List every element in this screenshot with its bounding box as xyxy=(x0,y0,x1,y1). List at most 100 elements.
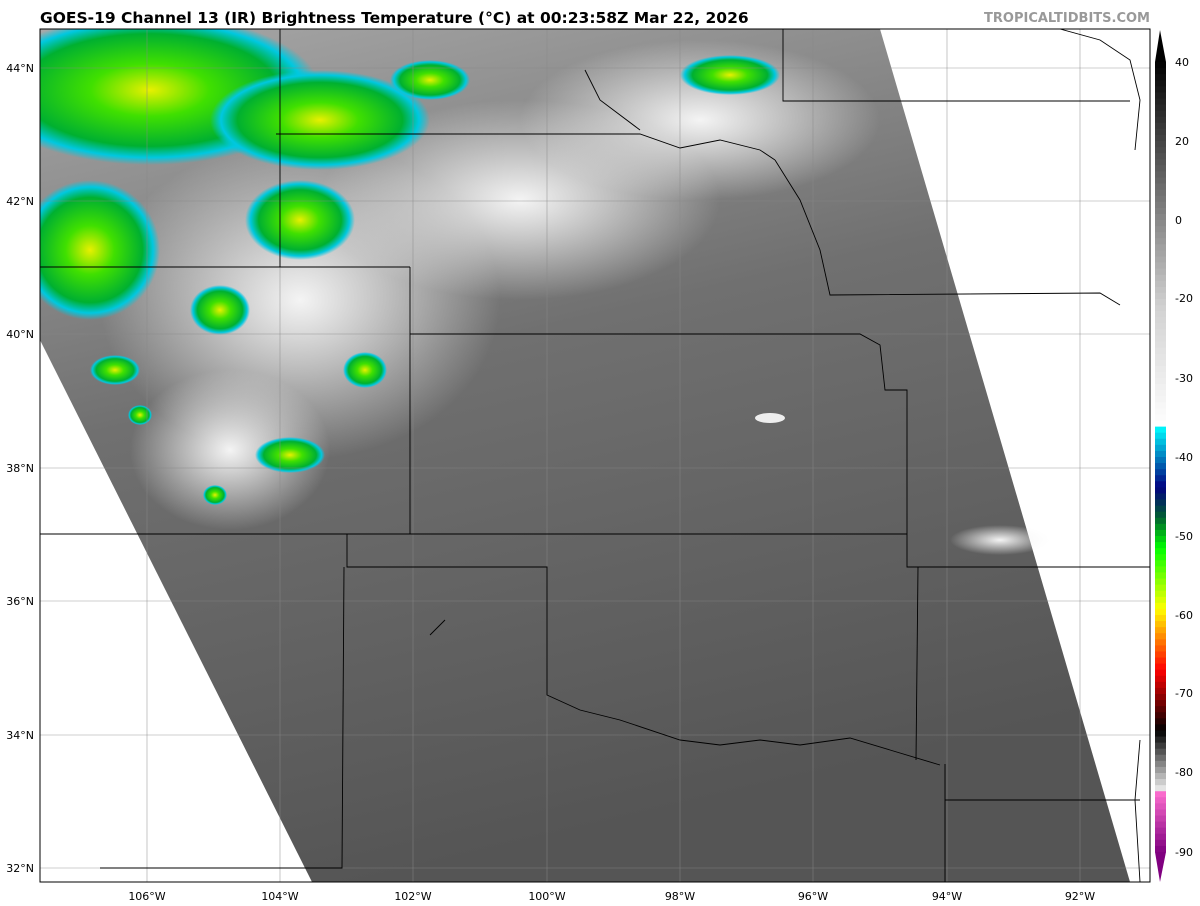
colorbar-cell xyxy=(1155,700,1166,707)
colorbar-cell xyxy=(1155,584,1166,592)
colorbar-cell xyxy=(1155,122,1166,130)
colorbar-cell xyxy=(1155,171,1166,178)
colorbar-cell xyxy=(1155,128,1166,136)
colorbar-cell xyxy=(1155,657,1166,665)
lat-tick: 44°N xyxy=(6,62,34,75)
cloud-field-cold xyxy=(40,29,780,505)
colorbar-cell xyxy=(1155,98,1166,106)
colorbar-cell xyxy=(1155,189,1166,197)
colorbar-cell xyxy=(1155,226,1166,233)
colorbar-cell xyxy=(1155,299,1166,306)
colorbar-cell xyxy=(1155,590,1166,598)
colorbar-tick: -90 xyxy=(1175,846,1193,859)
longitude-tick-labels: 106°W 104°W 102°W 100°W 98°W 96°W 94°W 9… xyxy=(128,890,1095,903)
colorbar-cell xyxy=(1155,754,1166,762)
colorbar-cell xyxy=(1155,517,1166,525)
colorbar-cell xyxy=(1155,134,1166,142)
colorbar-cell xyxy=(1155,86,1166,93)
map-area[interactable] xyxy=(0,15,1150,882)
colorbar-tick: -60 xyxy=(1175,609,1193,622)
colorbar-cell xyxy=(1155,645,1166,652)
colorbar-tick: -70 xyxy=(1175,687,1193,700)
colorbar-cell xyxy=(1155,578,1166,586)
colorbar-cell xyxy=(1155,444,1166,452)
colorbar-tick: -80 xyxy=(1175,766,1193,779)
colorbar-cell xyxy=(1155,177,1166,185)
colorbar-cell xyxy=(1155,845,1166,853)
colorbar-cell xyxy=(1155,651,1166,659)
colorbar-cell xyxy=(1155,463,1166,470)
colorbar-cell xyxy=(1155,323,1166,330)
lon-tick: 92°W xyxy=(1065,890,1095,903)
colorbar-cell xyxy=(1155,311,1166,318)
colorbar-cell xyxy=(1155,68,1166,75)
colorbar-cell xyxy=(1155,499,1166,507)
lat-tick: 38°N xyxy=(6,462,34,475)
colorbar-cell xyxy=(1155,378,1166,385)
colorbar-cell xyxy=(1155,615,1166,622)
colorbar-cell xyxy=(1155,724,1166,731)
colorbar-cell xyxy=(1155,493,1166,501)
colorbar-cell xyxy=(1155,371,1166,379)
lat-tick: 42°N xyxy=(6,195,34,208)
colorbar: 40 20 0 -20 -30 -40 -50 -60 -70 -80 -90 xyxy=(1155,30,1193,882)
colorbar-cell xyxy=(1155,396,1166,403)
colorbar-cell xyxy=(1155,347,1166,355)
colorbar-cell xyxy=(1155,450,1166,458)
colorbar-cell xyxy=(1155,481,1166,488)
colorbar-cell xyxy=(1155,153,1166,160)
colorbar-cell xyxy=(1155,317,1166,324)
colorbar-cell xyxy=(1155,250,1166,257)
map-title: GOES-19 Channel 13 (IR) Brightness Tempe… xyxy=(40,9,749,27)
colorbar-tick: -30 xyxy=(1175,372,1193,385)
colorbar-tick: 40 xyxy=(1175,56,1189,69)
colorbar-tick: -40 xyxy=(1175,451,1193,464)
lat-tick: 36°N xyxy=(6,595,34,608)
colorbar-cell xyxy=(1155,335,1166,343)
colorbar-cell xyxy=(1155,384,1166,391)
colorbar-cell xyxy=(1155,341,1166,349)
colorbar-cell xyxy=(1155,809,1166,817)
colorbar-cell xyxy=(1155,220,1166,227)
colorbar-cell xyxy=(1155,797,1166,804)
colorbar-cell xyxy=(1155,201,1166,209)
colorbar-cell xyxy=(1155,390,1166,397)
colorbar-cell xyxy=(1155,305,1166,312)
colorbar-cell xyxy=(1155,627,1166,634)
colorbar-cell xyxy=(1155,742,1166,750)
colorbar-cell xyxy=(1155,766,1166,774)
colorbar-cell xyxy=(1155,748,1166,756)
colorbar-cell xyxy=(1155,432,1166,440)
colorbar-cell xyxy=(1155,469,1166,476)
colorbar-cell xyxy=(1155,262,1166,270)
colorbar-cell xyxy=(1155,244,1166,251)
colorbar-cell xyxy=(1155,712,1166,719)
gridlines xyxy=(40,29,1150,882)
colorbar-cell xyxy=(1155,839,1166,847)
colorbar-cell xyxy=(1155,718,1166,725)
colorbar-cell xyxy=(1155,329,1166,336)
latitude-tick-labels: 44°N 42°N 40°N 38°N 36°N 34°N 32°N xyxy=(6,62,34,875)
colorbar-top-arrow xyxy=(1155,30,1166,62)
colorbar-cell xyxy=(1155,292,1166,300)
colorbar-cell xyxy=(1155,487,1166,494)
colorbar-cell xyxy=(1155,608,1166,616)
lat-tick: 34°N xyxy=(6,729,34,742)
colorbar-cell xyxy=(1155,596,1166,604)
colorbar-cell xyxy=(1155,104,1166,112)
colorbar-cell xyxy=(1155,62,1166,69)
colorbar-cell xyxy=(1155,736,1166,744)
lat-tick: 32°N xyxy=(6,862,34,875)
lon-tick: 100°W xyxy=(528,890,565,903)
colorbar-cell xyxy=(1155,475,1166,482)
colorbar-cell xyxy=(1155,821,1166,829)
colorbar-cell xyxy=(1155,268,1166,276)
colorbar-cell xyxy=(1155,353,1166,361)
colorbar-cell xyxy=(1155,779,1166,786)
colorbar-cell xyxy=(1155,621,1166,628)
colorbar-cell xyxy=(1155,523,1166,531)
colorbar-cell xyxy=(1155,681,1166,689)
colorbar-cell xyxy=(1155,438,1166,446)
lon-tick: 98°W xyxy=(665,890,695,903)
